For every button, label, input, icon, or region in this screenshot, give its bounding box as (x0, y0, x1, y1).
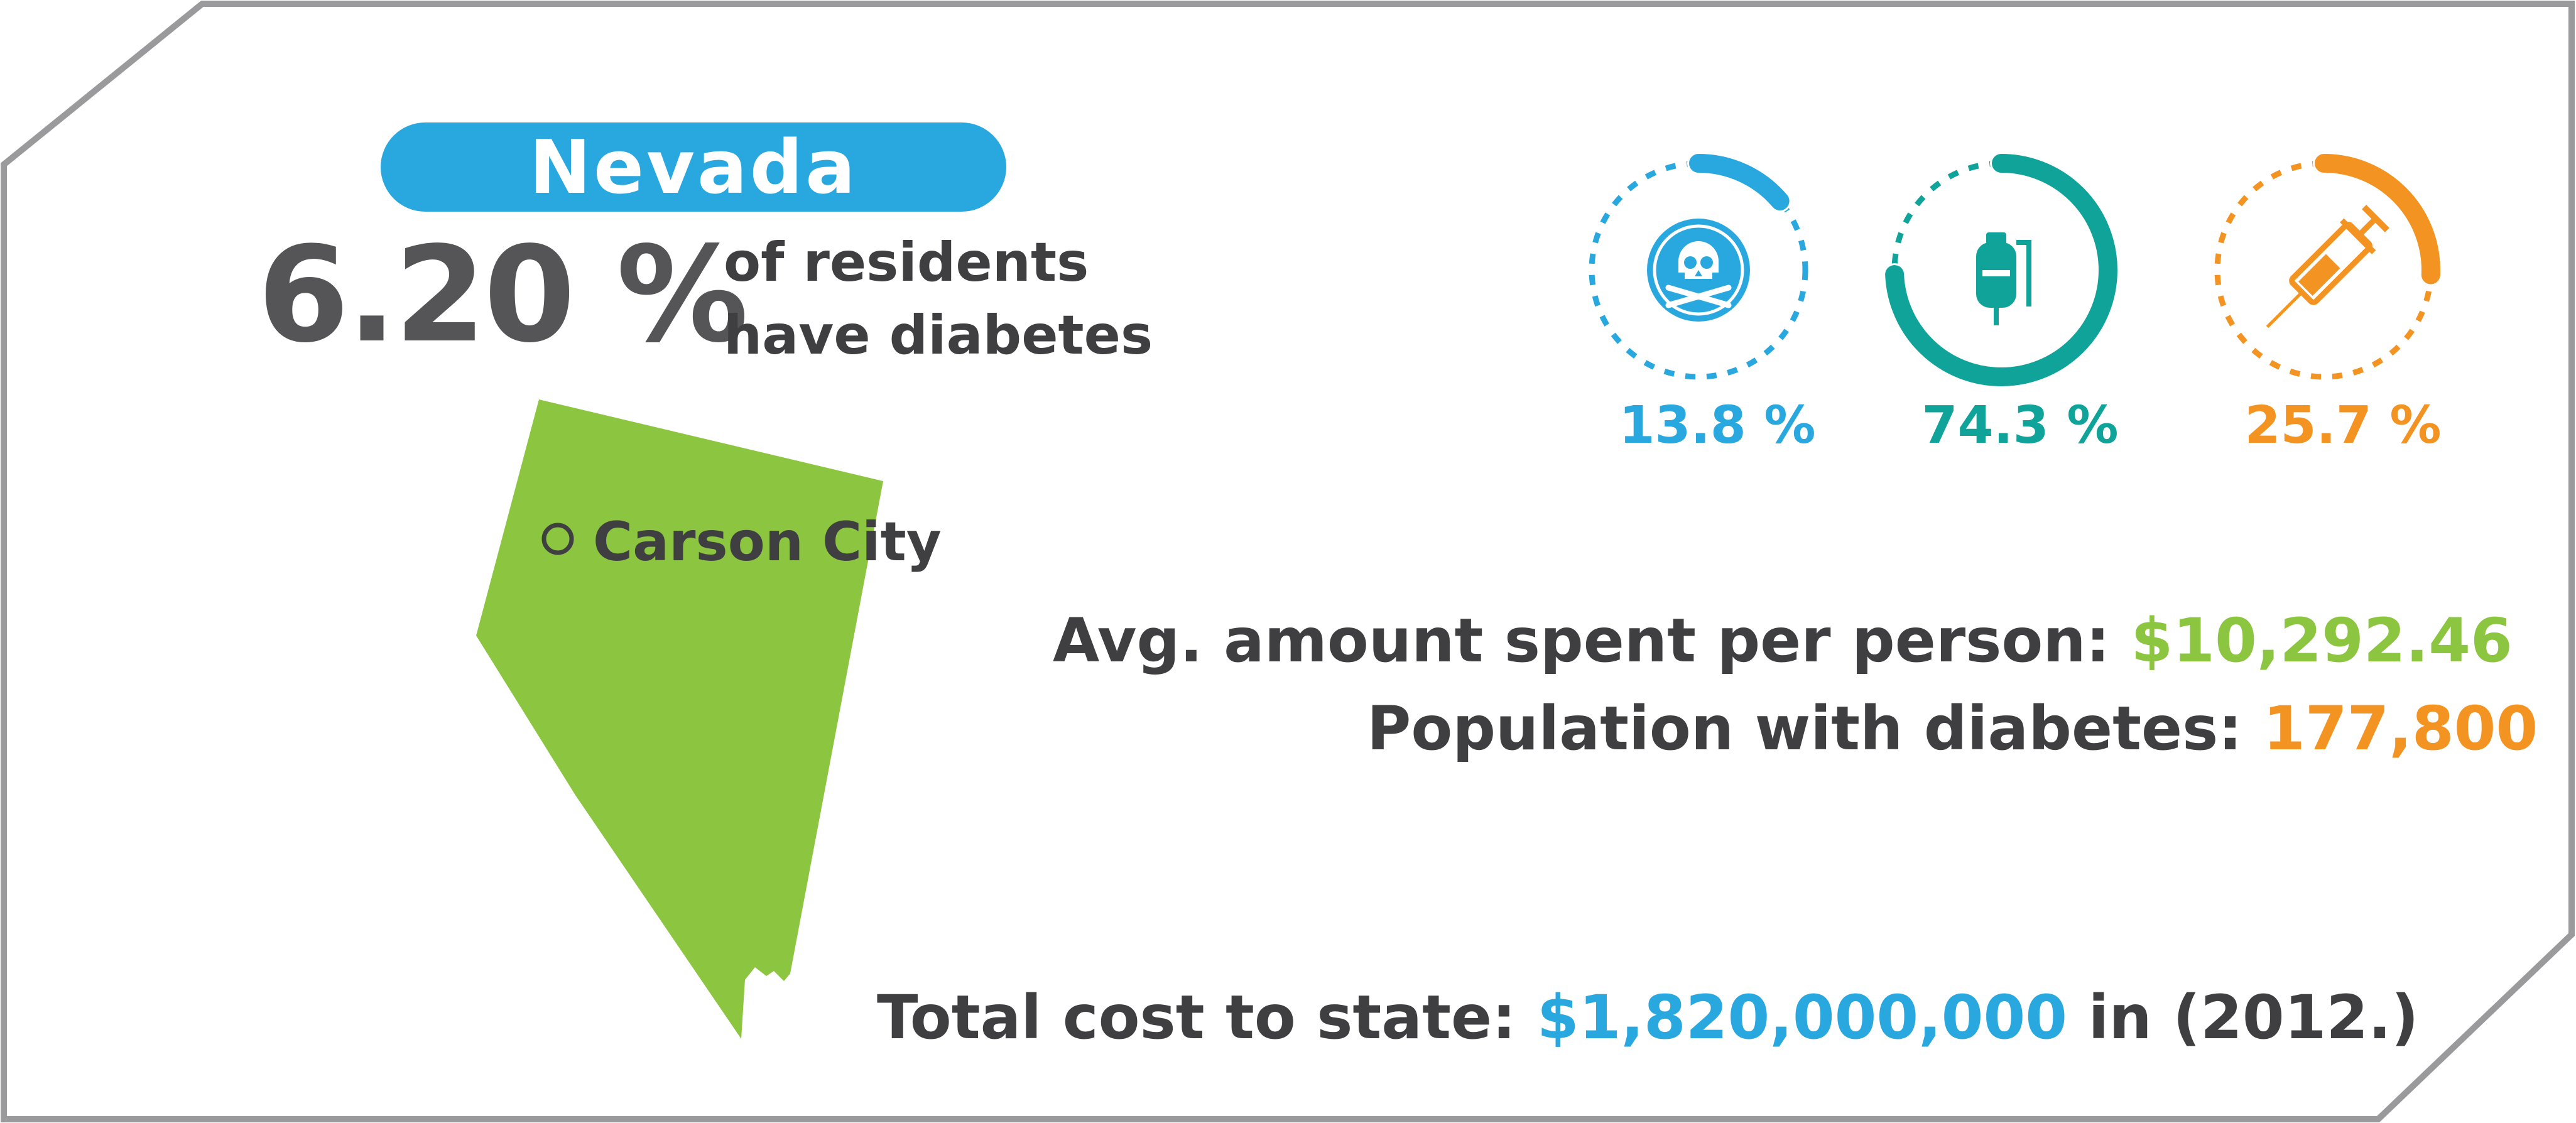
diabetes-percent: 6.20 % (258, 218, 749, 372)
ring-value-arc (1582, 154, 1815, 386)
population-value: 177,800 (2263, 693, 2538, 764)
state-name-badge: Nevada (381, 122, 1006, 212)
capital-marker-icon (541, 523, 574, 555)
ring-value-arc (1885, 154, 2117, 386)
population-label: Population with diabetes: (1367, 693, 2242, 764)
caption-line-2: have diabetes (724, 304, 1153, 367)
nevada-map (476, 399, 883, 1039)
avg-spend-label: Avg. amount spent per person: (1053, 605, 2111, 676)
iv-drip-icon (1976, 232, 2031, 325)
caption-line-1: of residents (724, 231, 1089, 294)
indicator-ring-graphic (2206, 152, 2442, 388)
percent-caption: of residents have diabetes (724, 226, 1153, 372)
total-cost-value: $1,820,000,000 (1536, 982, 2068, 1053)
nevada-shape (476, 399, 883, 1039)
avg-spend-value: $10,292.46 (2131, 605, 2513, 676)
total-cost-line: Total cost to state: $1,820,000,000 in (… (877, 980, 2419, 1055)
capital-label: Carson City (593, 511, 942, 573)
total-cost-suffix: in (2012.) (2088, 982, 2419, 1053)
syringe-icon (2266, 205, 2389, 328)
avg-spend-line: Avg. amount spent per person: $10,292.46 (1053, 603, 2513, 678)
ring-track (1589, 160, 1808, 380)
population-line: Population with diabetes: 177,800 (1367, 691, 2538, 766)
skull-crossbones-icon (1647, 219, 1750, 322)
indicator-ring (2205, 151, 2443, 389)
indicator-ring-graphic (1883, 152, 2119, 388)
indicator-percent: 74.3 % (1921, 396, 2119, 455)
ring-value-arc (2208, 154, 2440, 386)
indicator-percent: 13.8 % (1619, 396, 1816, 455)
indicator-percent: 25.7 % (2244, 396, 2442, 455)
indicator-ring (1579, 151, 1818, 389)
indicator-ring-graphic (1580, 152, 1817, 388)
indicator-ring (1882, 151, 2121, 389)
total-cost-label: Total cost to state: (877, 982, 1516, 1053)
